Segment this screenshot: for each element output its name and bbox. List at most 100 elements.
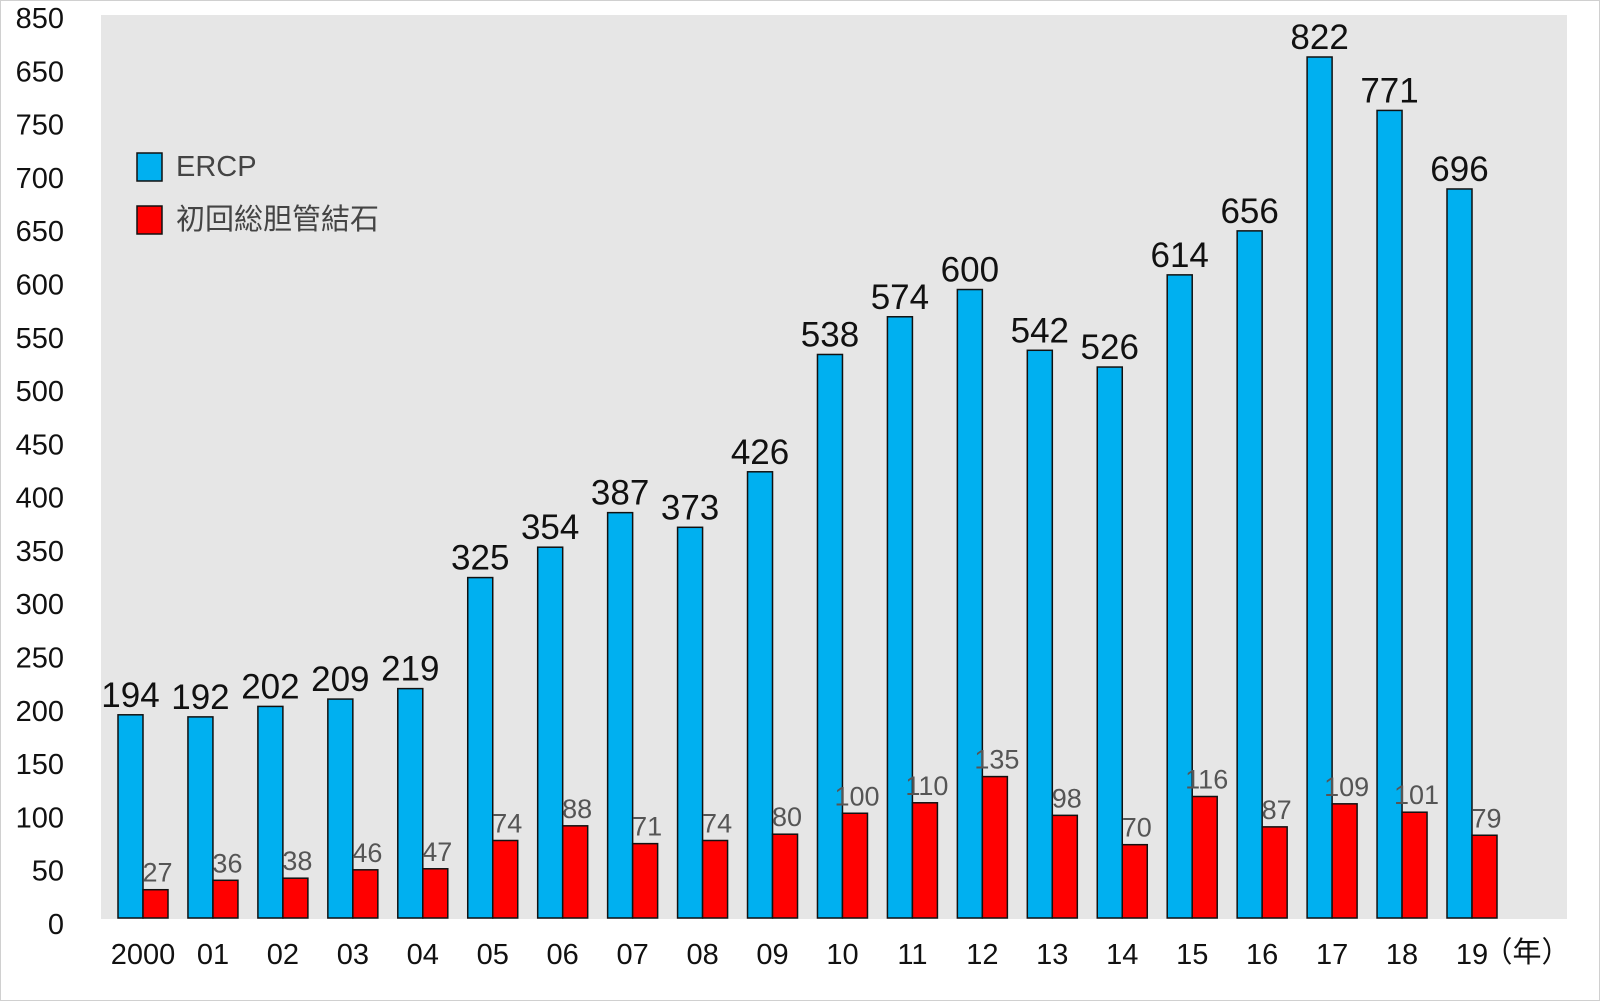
label-ercp-02: 202 [241, 667, 299, 706]
label-ercp-06: 354 [521, 508, 579, 547]
y-tick-label: 300 [16, 589, 64, 621]
x-tick-label: 08 [686, 939, 718, 971]
bar-stone-02 [282, 877, 309, 919]
bar-ercp-03 [327, 698, 354, 919]
bar-ercp-01 [187, 716, 214, 919]
y-tick-label: 50 [32, 856, 64, 888]
label-stone-19: 79 [1471, 803, 1501, 833]
label-ercp-04: 219 [381, 650, 439, 689]
bar-stone-19 [1471, 834, 1498, 919]
bar-ercp-19 [1446, 188, 1473, 919]
bar-stone-2000 [142, 888, 169, 919]
label-stone-14: 70 [1122, 813, 1152, 843]
x-tick-label: 09 [756, 939, 788, 971]
x-tick-label: 03 [337, 939, 369, 971]
label-stone-03: 46 [352, 838, 382, 868]
bar-stone-03 [352, 869, 379, 919]
y-tick-label: 200 [16, 696, 64, 728]
y-tick-label: 650 [16, 216, 64, 248]
x-tick-label: 16 [1246, 939, 1278, 971]
label-ercp-03: 209 [311, 660, 369, 699]
bar-ercp-10 [816, 353, 844, 919]
bar-ercp-16 [1236, 230, 1263, 919]
y-tick-label: 0 [48, 909, 64, 941]
bar-stone-07 [631, 842, 659, 919]
legend-swatch-stone [136, 205, 163, 235]
y-tick-label: 100 [16, 802, 64, 834]
label-ercp-11: 574 [871, 278, 929, 317]
bar-ercp-05 [466, 576, 494, 919]
x-tick-label: 13 [1036, 939, 1068, 971]
label-stone-17: 109 [1324, 772, 1369, 802]
legend-label-ercp: ERCP [176, 151, 257, 183]
label-stone-01: 36 [212, 848, 242, 878]
label-stone-13: 98 [1052, 783, 1082, 813]
x-tick-label: 17 [1316, 939, 1348, 971]
x-tick-label: 04 [407, 939, 439, 971]
bar-ercp-18 [1376, 109, 1403, 919]
label-ercp-05: 325 [451, 539, 509, 578]
label-ercp-09: 426 [731, 433, 789, 472]
label-ercp-13: 542 [1011, 311, 1069, 350]
x-tick-label: 10 [826, 939, 858, 971]
label-ercp-18: 771 [1360, 71, 1418, 110]
x-tick-label: 11 [897, 939, 927, 971]
y-tick-label: 350 [16, 536, 64, 568]
y-tick-label: 600 [16, 269, 64, 301]
y-tick-label: 700 [16, 163, 64, 195]
y-tick-label: 650 [16, 56, 64, 88]
label-stone-15: 116 [1185, 764, 1228, 794]
bar-ercp-2000 [117, 714, 144, 919]
bar-ercp-06 [536, 546, 564, 919]
bar-ercp-13 [1026, 349, 1054, 919]
bar-ercp-04 [397, 687, 424, 919]
bar-stone-12 [981, 775, 1009, 919]
y-tick-label: 550 [16, 323, 64, 355]
bar-stone-04 [422, 868, 449, 919]
y-tick-label: 150 [16, 749, 64, 781]
bar-ercp-02 [257, 705, 284, 919]
label-ercp-17: 822 [1290, 18, 1348, 57]
bar-ercp-08 [676, 526, 704, 919]
bar-stone-14 [1121, 843, 1149, 919]
bar-ercp-09 [746, 471, 774, 919]
legend: ERCP 初回総胆管結石 [136, 151, 379, 236]
label-ercp-12: 600 [941, 251, 999, 290]
y-tick-label: 850 [16, 3, 64, 35]
label-ercp-2000: 194 [101, 676, 159, 715]
legend-swatch-ercp [136, 152, 163, 182]
label-ercp-19: 696 [1430, 150, 1488, 189]
bar-stone-06 [561, 825, 589, 919]
bar-ercp-17 [1306, 56, 1333, 919]
bar-stone-15 [1191, 795, 1218, 919]
label-ercp-08: 373 [661, 488, 719, 527]
label-stone-04: 47 [422, 837, 452, 867]
x-tick-label: 06 [547, 939, 579, 971]
label-stone-16: 87 [1262, 795, 1292, 825]
bar-ercp-15 [1166, 274, 1193, 919]
x-tick-label: 15 [1176, 939, 1208, 971]
label-stone-02: 38 [282, 846, 312, 876]
bar-stone-13 [1051, 814, 1079, 919]
y-axis: 8506507507006506005505004504003503002502… [16, 3, 64, 941]
label-stone-18: 101 [1394, 780, 1439, 810]
label-stone-08: 74 [702, 808, 732, 838]
label-ercp-10: 538 [801, 315, 859, 354]
x-tick-label: 01 [197, 939, 229, 971]
bar-stone-09 [771, 833, 799, 919]
bar-stone-11 [911, 802, 939, 919]
bar-stone-18 [1401, 811, 1428, 919]
bar-ercp-12 [956, 288, 984, 919]
label-ercp-14: 526 [1081, 328, 1139, 367]
bar-stone-05 [491, 839, 519, 919]
label-stone-05: 74 [492, 808, 522, 838]
legend-label-stone: 初回総胆管結石 [176, 203, 379, 236]
label-stone-12: 135 [974, 745, 1019, 775]
bar-stone-16 [1261, 826, 1288, 919]
y-tick-label: 250 [16, 643, 64, 675]
y-tick-label: 400 [16, 483, 64, 515]
y-tick-label: 750 [16, 110, 64, 142]
label-ercp-15: 614 [1151, 236, 1209, 275]
x-tick-label: 19 [1456, 939, 1488, 971]
